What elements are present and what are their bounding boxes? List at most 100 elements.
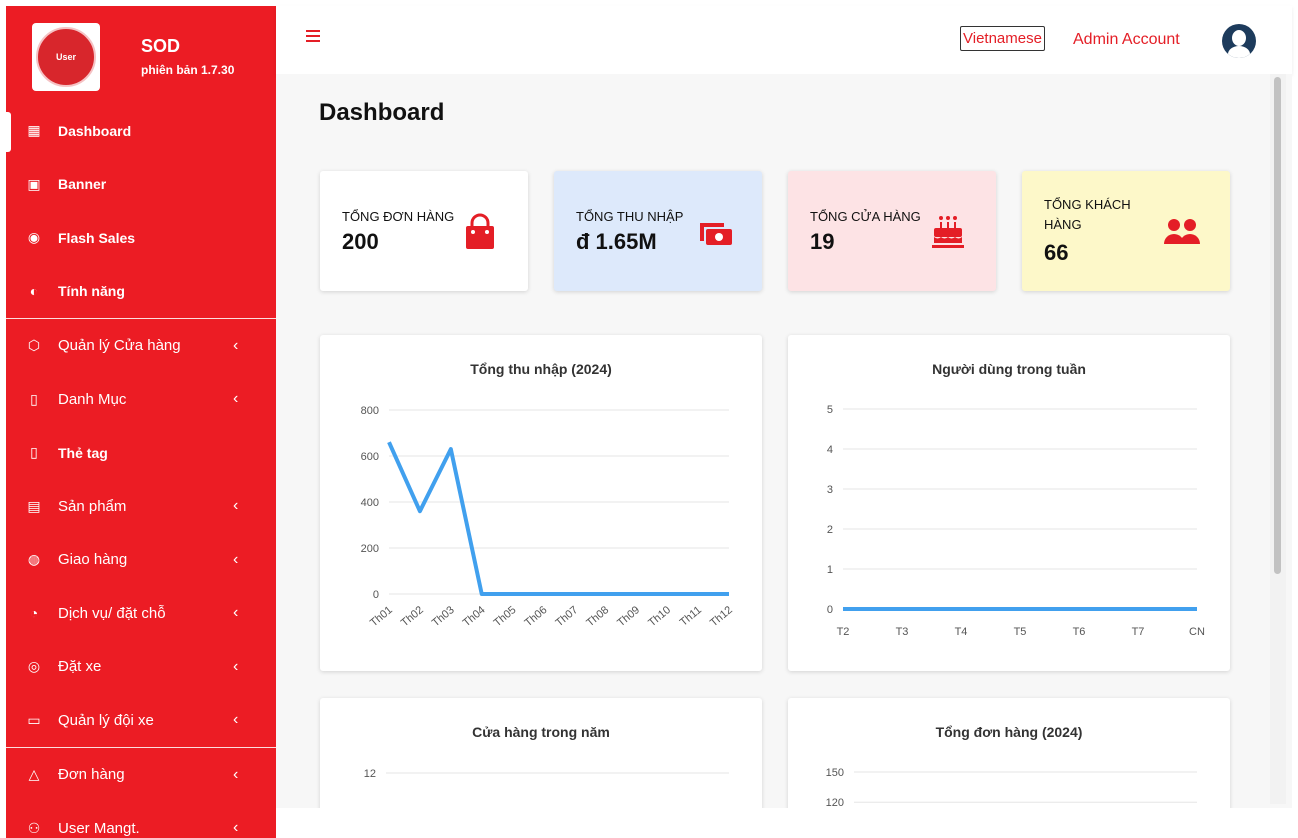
logo-image: User: [36, 27, 96, 87]
avatar[interactable]: [1222, 24, 1256, 58]
brand: User SOD phiên bản 1.7.30: [6, 6, 276, 104]
x-tick-label: Th09: [615, 604, 642, 629]
x-tick-label: T5: [1014, 626, 1027, 638]
chevron-left-icon: ‹: [233, 765, 239, 783]
stat-card-income: TỔNG THU NHẬP đ 1.65M: [554, 171, 762, 291]
stat-value: 200: [342, 229, 379, 254]
chart-title: Tổng thu nhập (2024): [470, 361, 612, 377]
sidebar-item-label: Dịch vụ/ đặt chỗ: [58, 604, 166, 622]
x-tick-label: Th11: [678, 604, 704, 629]
scrollbar-thumb[interactable]: [1274, 77, 1281, 574]
sidebar-item-label: Thẻ tag: [58, 444, 108, 461]
menu-toggle-icon[interactable]: [306, 30, 320, 42]
sidebar-item-banner[interactable]: ▣ Banner: [6, 158, 276, 212]
y-tick-label: 120: [826, 797, 844, 808]
broadcast-icon: ◎: [27, 658, 41, 675]
x-tick-label: Th12: [708, 604, 735, 629]
y-tick-label: 200: [361, 543, 379, 555]
y-tick-label: 12: [364, 768, 376, 780]
topbar: Vietnamese Admin Account: [276, 6, 1292, 74]
sidebar-item-giao-hang[interactable]: ◍ Giao hàng ‹: [6, 533, 276, 587]
sidebar-item-dat-xe[interactable]: ◎ Đặt xe ‹: [6, 640, 276, 694]
x-tick-label: Th02: [399, 604, 426, 629]
store-icon: ⬡: [27, 337, 41, 354]
sidebar-item-quan-ly-cua-hang[interactable]: ⬡ Quản lý Cửa hàng ‹: [6, 319, 276, 373]
x-tick-label: CN: [1189, 626, 1205, 638]
x-tick-label: Th05: [492, 604, 519, 629]
sidebar-item-don-hang[interactable]: △ Đơn hàng ‹: [6, 748, 276, 802]
stat-card-stores: TỔNG CỬA HÀNG 19: [788, 171, 996, 291]
image-icon: ▣: [27, 175, 41, 192]
archive-icon: ▤: [27, 497, 41, 514]
sidebar-divider: [6, 318, 276, 319]
briefcase-icon: ▭: [27, 711, 41, 728]
sidebar: User SOD phiên bản 1.7.30 ▦ Dashboard ▣ Ban…: [6, 6, 276, 838]
language-select[interactable]: Vietnamese: [960, 26, 1045, 51]
sidebar-item-label: Đơn hàng: [58, 766, 125, 784]
sidebar-item-label: Giao hàng: [58, 551, 128, 569]
x-tick-label: T4: [955, 626, 968, 638]
users-icon: ⚇: [27, 819, 41, 836]
flash-icon: ◉: [27, 229, 41, 246]
sidebar-item-dich-vu-dat-cho[interactable]: ◔ Dịch vụ/ đặt chỗ ‹: [6, 587, 276, 641]
chart-card-weekly-users: Người dùng trong tuần 5 4 3 2 1 0 T2 T3 T4 T5 T6 T7…: [788, 335, 1230, 671]
sidebar-item-danh-muc[interactable]: ▯ Danh Mục ‹: [6, 373, 276, 427]
brand-logo[interactable]: User: [32, 23, 100, 91]
sidebar-item-the-tag[interactable]: ▯ Thẻ tag: [6, 426, 276, 480]
x-tick-label: T7: [1132, 626, 1145, 638]
vertical-scrollbar[interactable]: [1270, 74, 1286, 804]
account-link[interactable]: Admin Account: [1073, 31, 1180, 48]
y-tick-label: 1: [827, 564, 833, 576]
users-icon: [1164, 219, 1200, 244]
delivery-icon: ◍: [27, 551, 41, 568]
stat-value: đ 1.65M: [576, 229, 657, 254]
sidebar-item-user-mangt[interactable]: ⚇ User Mangt. ‹: [6, 802, 276, 838]
money-icon: [700, 223, 732, 245]
x-tick-label: Th01: [368, 604, 395, 629]
sidebar-item-san-pham[interactable]: ▤ Sản phẩm ‹: [6, 480, 276, 534]
sidebar-item-quan-ly-doi-xe[interactable]: ▭ Quản lý đội xe ‹: [6, 694, 276, 748]
brand-version: phiên bản 1.7.30: [141, 63, 235, 77]
x-tick-label: Th03: [430, 604, 457, 629]
x-tick-label: Th08: [584, 604, 611, 629]
sidebar-item-dashboard[interactable]: ▦ Dashboard: [6, 104, 276, 158]
dashboard-icon: ▦: [27, 122, 41, 139]
sidebar-item-label: Banner: [58, 176, 107, 193]
chevron-left-icon: ‹: [233, 657, 239, 675]
chevron-left-icon: ‹: [233, 550, 239, 568]
chart-card-income: Tổng thu nhập (2024) 800 600 400 200 0 Th01 Th…: [320, 335, 762, 671]
sidebar-item-label: Quản lý đội xe: [58, 711, 154, 729]
sidebar-nav: ▦ Dashboard ▣ Banner ◉ Flash Sales ◐ Tính năng ⬡…: [6, 104, 276, 838]
sidebar-item-tinh-nang[interactable]: ◐ Tính năng: [6, 265, 276, 319]
feature-icon: ◐: [29, 283, 39, 300]
weekly-users-line-chart: 5 4 3 2 1 0 T2 T3 T4 T5 T6 T7 CN: [827, 404, 1205, 638]
service-icon: ◔: [29, 605, 39, 622]
chart-title: Tổng đơn hàng (2024): [935, 724, 1083, 740]
x-tick-label: T2: [837, 626, 850, 638]
stat-label: TỔNG CỬA HÀNG: [810, 209, 921, 224]
sidebar-item-flash-sales[interactable]: ◉ Flash Sales: [6, 211, 276, 265]
lock-bag-icon: △: [28, 766, 40, 783]
chart-card-stores-year: Cửa hàng trong năm 12: [320, 698, 762, 808]
y-tick-label: 800: [361, 405, 379, 417]
stores-year-line-chart: 12: [364, 768, 729, 780]
stat-value: 19: [810, 229, 835, 254]
series-line: [387, 441, 729, 596]
y-tick-label: 400: [361, 497, 379, 509]
bookmark-icon: ▯: [30, 390, 38, 407]
stat-label: TỔNG ĐƠN HÀNG: [342, 209, 455, 224]
y-tick-label: 0: [827, 604, 833, 616]
logo-text: User: [55, 52, 76, 62]
y-tick-label: 0: [373, 589, 379, 601]
sidebar-item-label: Quản lý Cửa hàng: [58, 337, 181, 355]
stat-value: 66: [1044, 240, 1069, 265]
sidebar-item-label: Flash Sales: [58, 229, 136, 246]
x-tick-label: T3: [896, 626, 909, 638]
y-tick-label: 4: [827, 444, 833, 456]
chevron-left-icon: ‹: [233, 336, 239, 354]
stat-card-customers: TỔNG KHÁCH HÀNG 66: [1022, 171, 1230, 291]
sidebar-divider: [6, 747, 276, 748]
shopping-bag-icon: [466, 213, 494, 249]
chart-title: Người dùng trong tuần: [932, 361, 1086, 377]
